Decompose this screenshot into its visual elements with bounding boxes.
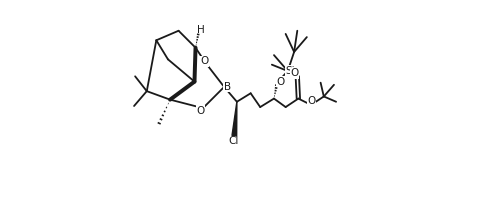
Text: O: O [291, 68, 299, 78]
Text: O: O [276, 77, 284, 87]
Text: B: B [224, 82, 231, 92]
Text: O: O [200, 56, 208, 66]
Text: O: O [196, 106, 205, 116]
Text: Si: Si [285, 66, 295, 76]
Text: O: O [307, 96, 316, 106]
Text: H: H [196, 25, 204, 35]
Text: Cl: Cl [228, 136, 239, 146]
Polygon shape [232, 102, 237, 136]
